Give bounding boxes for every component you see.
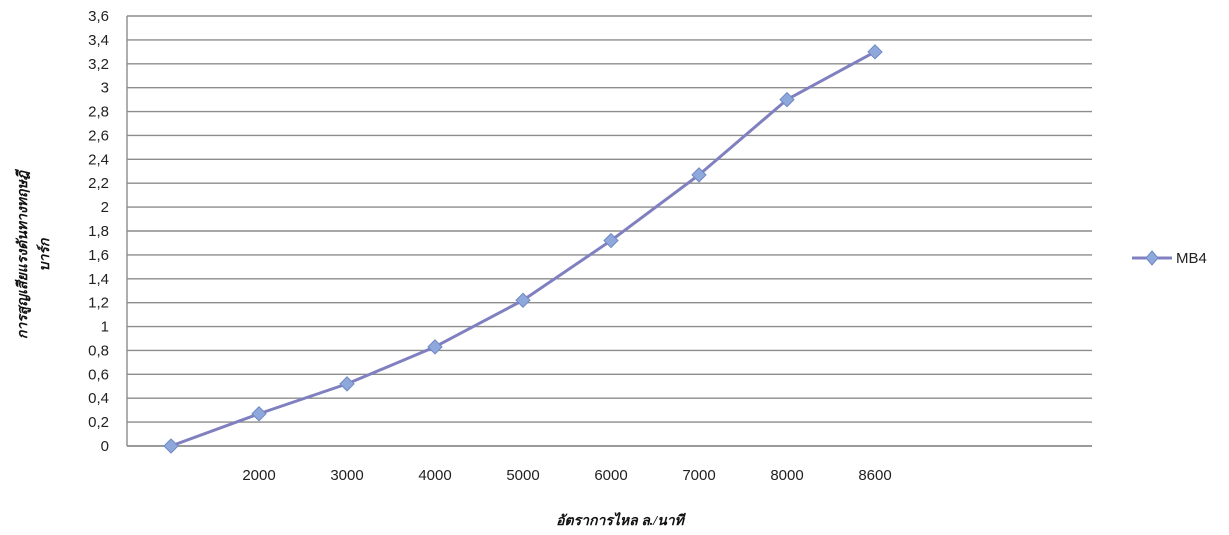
- data-point-marker: [867, 44, 883, 60]
- data-point-marker: [603, 232, 619, 249]
- y-axis-label-line-1: การสูญเสียแรงดันทางทฤษฎี: [14, 168, 31, 339]
- data-point-marker: [251, 406, 267, 422]
- legend: MB4: [1132, 250, 1207, 267]
- y-axis-label-group: การสูญเสียแรงดันทางทฤษฎี บาร์ก: [14, 168, 53, 339]
- x-tick-label: 5000: [506, 467, 539, 484]
- y-tick-label: 3,6: [88, 8, 109, 25]
- series-group: [163, 44, 883, 454]
- x-tick-label: 4000: [418, 467, 451, 484]
- grid-lines: [127, 15, 1092, 447]
- y-tick-label: 1,2: [88, 295, 109, 312]
- axes: [126, 16, 1092, 447]
- y-tick-label: 1,8: [88, 223, 109, 240]
- y-tick-label: 3: [101, 80, 109, 97]
- y-tick-label: 0: [101, 438, 109, 455]
- data-point-marker: [427, 339, 443, 355]
- data-point-marker: [339, 376, 355, 392]
- x-axis-label: อัตราการไหล ล./นาที: [556, 512, 687, 529]
- x-tick-label: 3000: [330, 467, 363, 484]
- legend-series-label: MB4: [1176, 250, 1207, 267]
- x-tick-label: 6000: [594, 467, 627, 484]
- y-tick-label: 0,2: [88, 414, 109, 431]
- y-tick-label: 2: [101, 199, 109, 216]
- y-tick-label: 2,8: [88, 104, 109, 121]
- data-point-marker: [779, 91, 795, 108]
- y-tick-label: 3,2: [88, 56, 109, 73]
- y-tick-label: 2,6: [88, 127, 109, 144]
- y-tick-label: 1: [101, 319, 109, 336]
- data-point-marker: [163, 438, 179, 454]
- y-tick-label: 1,4: [88, 271, 109, 288]
- x-tick-labels: 2000 3000 4000 5000 6000 7000 8000 8600: [242, 467, 891, 484]
- x-tick-label: 8000: [770, 467, 803, 484]
- y-tick-label: 0,4: [88, 390, 109, 407]
- y-tick-label: 3,4: [88, 32, 109, 49]
- y-tick-label: 0,8: [88, 342, 109, 359]
- y-tick-label: 2,2: [88, 175, 109, 192]
- data-point-marker: [515, 292, 531, 308]
- y-tick-label: 0,6: [88, 366, 109, 383]
- data-point-marker: [691, 167, 707, 183]
- y-tick-labels: 0 0,2 0,4 0,6 0,8 1 1,2 1,4 1,6 1,8 2 2,2 2,4 2,6 2,8 3…: [88, 8, 109, 455]
- y-tick-label: 1,6: [88, 247, 109, 264]
- x-tick-label: 2000: [242, 467, 275, 484]
- x-tick-label: 7000: [682, 467, 715, 484]
- y-axis-label-line-2: บาร์ก: [36, 237, 53, 271]
- x-tick-label: 8600: [858, 467, 891, 484]
- legend-series-marker: [1145, 250, 1159, 266]
- y-tick-label: 2,4: [88, 151, 109, 168]
